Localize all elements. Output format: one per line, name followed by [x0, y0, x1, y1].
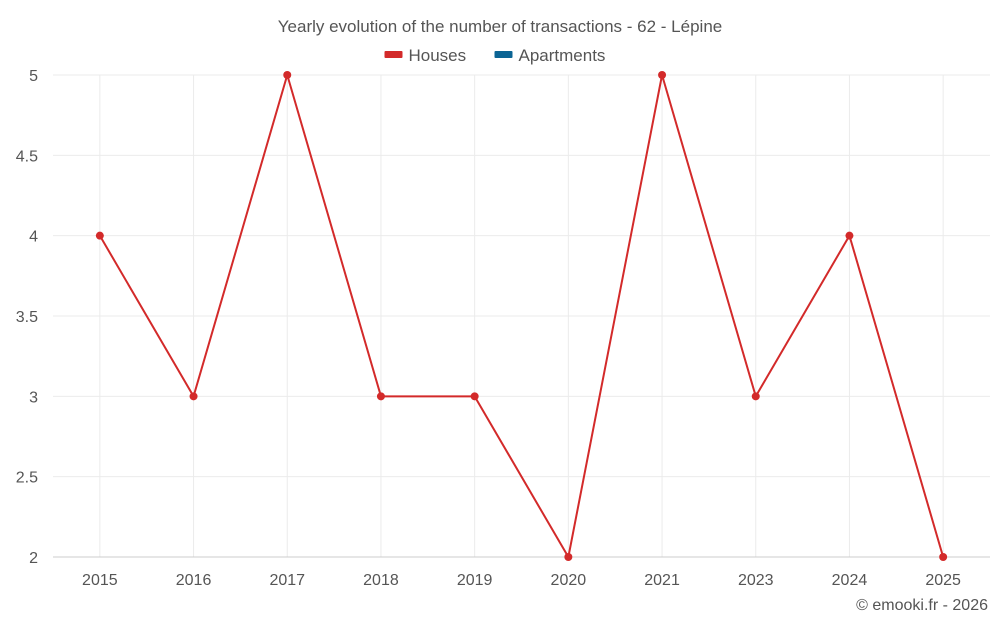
y-tick-label: 4.5	[16, 148, 38, 165]
y-tick-label: 5	[29, 68, 38, 85]
data-point[interactable]	[939, 553, 948, 561]
legend-swatch	[494, 51, 513, 58]
x-tick-label: 2018	[363, 572, 399, 589]
legend: Houses Apartments	[384, 46, 606, 65]
x-tick-label: 2017	[269, 572, 305, 589]
chart-title: Yearly evolution of the number of transa…	[278, 17, 722, 36]
y-tick-label: 4	[29, 229, 38, 246]
legend-label: Apartments	[519, 46, 606, 65]
x-tick-label: 2020	[551, 572, 587, 589]
y-tick-label: 2.5	[16, 470, 38, 487]
x-tick-label: 2024	[832, 572, 868, 589]
data-point[interactable]	[283, 71, 292, 79]
data-point[interactable]	[751, 392, 760, 401]
series-line-houses	[98, 74, 945, 558]
data-point[interactable]	[470, 392, 479, 401]
data-point[interactable]	[376, 392, 385, 401]
plot-area	[95, 71, 948, 561]
x-tick-label: 2025	[925, 572, 961, 589]
x-tick-label: 2023	[738, 572, 774, 589]
y-tick-label: 3	[29, 389, 38, 406]
data-point[interactable]	[95, 231, 104, 240]
legend-item-houses[interactable]: Houses	[384, 46, 467, 65]
x-tick-label: 2016	[176, 572, 212, 589]
credit-text: © emooki.fr - 2026	[856, 597, 988, 614]
x-tick-label: 2021	[644, 572, 680, 589]
data-point[interactable]	[845, 231, 854, 240]
x-tick-label: 2015	[82, 572, 118, 589]
grid-lines	[53, 74, 990, 558]
legend-swatch	[384, 51, 403, 58]
x-tick-label: 2019	[457, 572, 493, 589]
y-tick-label: 3.5	[16, 309, 38, 326]
legend-item-apartments[interactable]: Apartments	[494, 46, 606, 65]
data-point[interactable]	[189, 392, 198, 401]
data-point[interactable]	[658, 71, 667, 79]
legend-label: Houses	[409, 46, 467, 65]
y-tick-label: 2	[29, 550, 38, 567]
data-point[interactable]	[564, 553, 573, 561]
x-axis: 2015 2016 2017 2018 2019 2020 2021 2023 2024 2025	[53, 556, 990, 589]
y-axis: 2 2.5 3 3.5 4 4.5 5	[16, 68, 38, 567]
